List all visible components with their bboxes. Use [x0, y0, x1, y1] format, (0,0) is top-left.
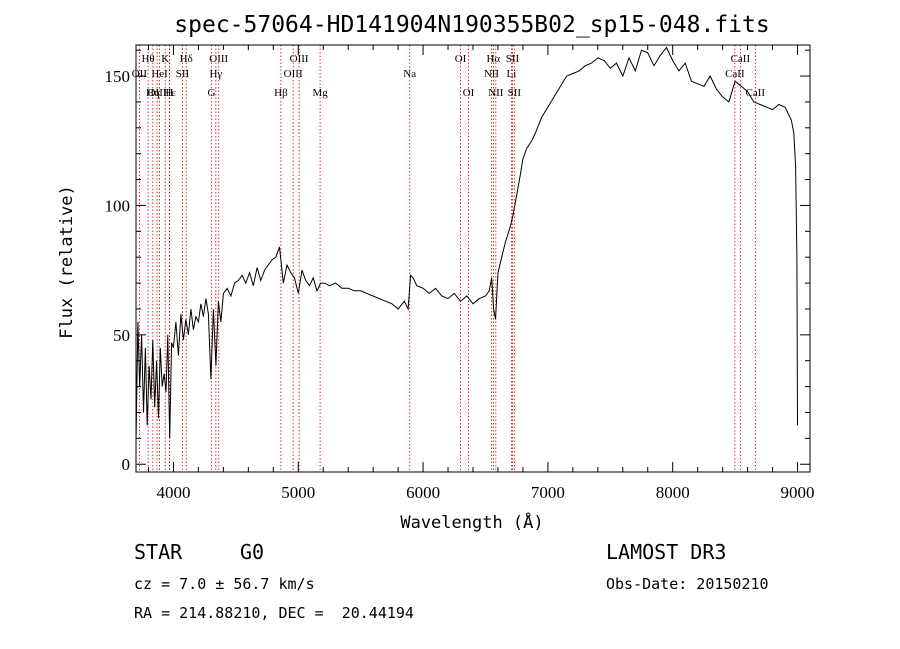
line-marker-label: OIII: [148, 87, 167, 99]
line-marker-label: SII: [506, 53, 520, 65]
y-tick-label: 50: [113, 326, 130, 345]
line-marker-lines: [138, 45, 756, 472]
obs-date: Obs-Date: 20150210: [606, 575, 769, 593]
plot-frame: [135, 44, 811, 473]
x-tick-label: 8000: [656, 483, 690, 502]
chart-title: spec-57064-HD141904N190355B02_sp15-048.f…: [174, 12, 769, 38]
redshift-text: cz = 7.0 ± 56.7 km/s: [134, 575, 315, 593]
y-tick-label: 0: [122, 455, 131, 474]
line-marker-label: SII: [508, 87, 522, 99]
survey-name: LAMOST DR3: [606, 540, 727, 564]
line-marker-label: Hθ: [141, 53, 154, 65]
line-marker-label: H: [165, 87, 173, 99]
y-axis-label: Flux (relative): [57, 185, 77, 339]
line-marker-label: OII: [132, 68, 148, 80]
line-marker-label: OI: [455, 53, 467, 65]
line-marker-label: Li: [507, 68, 517, 80]
line-marker-label: Hη: [146, 87, 160, 99]
line-marker-label: Hδ: [180, 53, 193, 65]
coordinates-text: RA = 214.88210, DEC = 20.44194: [134, 604, 414, 622]
line-marker-label: Hβ: [274, 87, 288, 99]
line-marker-label: Mg: [312, 87, 328, 99]
x-tick-label: 9000: [781, 483, 815, 502]
x-tick-label: 7000: [531, 483, 565, 502]
line-marker-label: HeI: [151, 68, 168, 80]
line-marker-label: OIII: [290, 53, 309, 65]
y-tick-label: 100: [105, 196, 131, 215]
line-marker-label: OIII: [209, 53, 228, 65]
line-marker-label: Hα: [486, 53, 500, 65]
line-marker-label: NII: [484, 68, 500, 80]
x-tick-label: 5000: [281, 483, 315, 502]
line-marker-label: Hε: [163, 87, 176, 99]
line-marker-label: CaII: [725, 68, 745, 80]
x-axis-label: Wavelength (Å): [400, 511, 543, 533]
line-marker-label: G: [208, 87, 216, 99]
y-axis-ticks: 0 50 100 150: [105, 49, 810, 474]
x-tick-label: 4000: [156, 483, 190, 502]
line-marker-label: K: [161, 53, 169, 65]
flux-series-line: [135, 46, 798, 444]
line-marker-label: CaII: [731, 53, 751, 65]
y-tick-label: 150: [105, 67, 131, 86]
x-axis-ticks: 4000 5000 6000 7000 8000 9000: [147, 45, 815, 502]
line-marker-label: OI: [463, 87, 475, 99]
line-marker-label: Hγ: [209, 68, 222, 80]
line-marker-label: NII: [488, 87, 504, 99]
line-marker-label: SII: [176, 68, 190, 80]
line-marker-label: OIII: [284, 68, 303, 80]
object-subclass: G0: [240, 540, 265, 564]
line-marker-label: Na: [403, 68, 416, 80]
x-tick-label: 6000: [406, 483, 440, 502]
object-class: STAR: [134, 540, 183, 564]
